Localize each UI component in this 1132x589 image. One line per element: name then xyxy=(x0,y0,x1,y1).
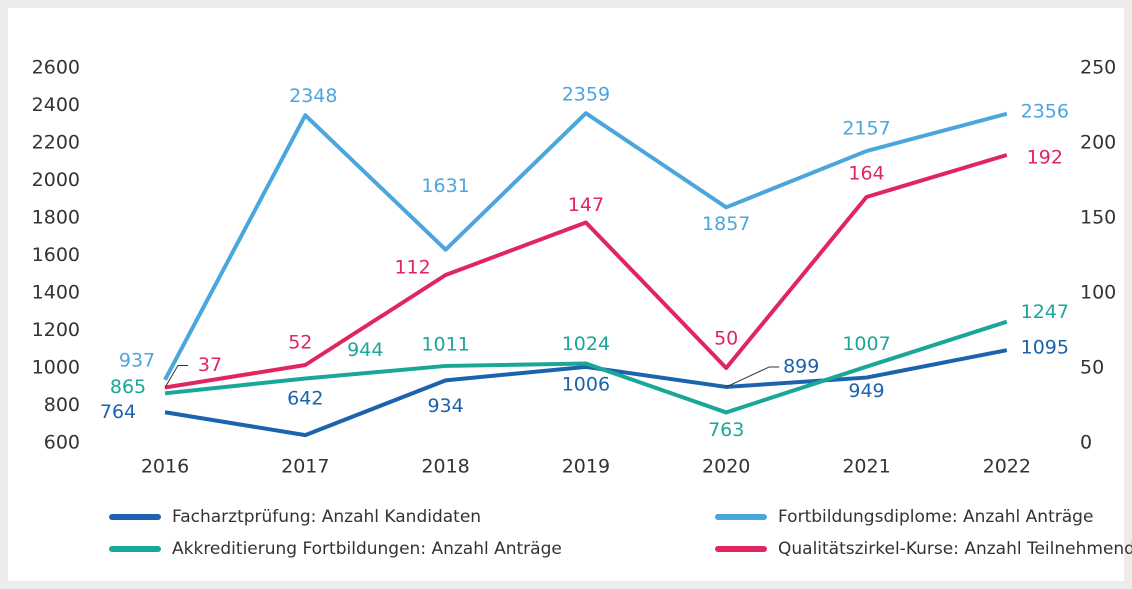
data-label: 934 xyxy=(427,395,463,417)
y2-tick-label: 200 xyxy=(1080,132,1116,154)
data-label: 2356 xyxy=(1021,100,1069,122)
x-tick-label: 2020 xyxy=(702,456,750,478)
chart-background xyxy=(8,8,1124,581)
x-tick-label: 2021 xyxy=(842,456,890,478)
y-tick-label: 2200 xyxy=(32,132,80,154)
y2-tick-label: 100 xyxy=(1080,282,1116,304)
data-label: 2359 xyxy=(562,84,610,106)
legend-label: Qualitätszirkel-Kurse: Anzahl Teilnehmen… xyxy=(778,539,1132,559)
y-tick-label: 1600 xyxy=(32,244,80,266)
data-label: 1631 xyxy=(421,175,469,197)
legend-label: Akkreditierung Fortbildungen: Anzahl Ant… xyxy=(172,539,562,559)
y-tick-label: 2600 xyxy=(32,57,80,79)
y-tick-label: 800 xyxy=(44,394,80,416)
data-label: 112 xyxy=(394,257,430,279)
leader-line xyxy=(164,365,188,388)
data-label: 865 xyxy=(110,376,146,398)
x-tick-label: 2019 xyxy=(562,456,610,478)
y2-tick-label: 50 xyxy=(1080,357,1104,379)
line xyxy=(164,348,1008,438)
line xyxy=(163,111,1008,381)
data-label: 1007 xyxy=(842,333,890,355)
line xyxy=(164,153,1008,390)
x-tick-label: 2016 xyxy=(141,456,189,478)
data-label: 1857 xyxy=(702,213,750,235)
y-tick-label: 600 xyxy=(44,432,80,454)
y-tick-label: 1800 xyxy=(32,207,80,229)
legend: Facharztprüfung: Anzahl Kandidaten Fortbi… xyxy=(109,507,1132,559)
data-label: 52 xyxy=(288,332,312,354)
data-label: 164 xyxy=(848,163,884,185)
y-tick-label: 2000 xyxy=(32,169,80,191)
y2-tick-label: 0 xyxy=(1080,432,1092,454)
data-label: 50 xyxy=(714,328,738,350)
legend-label: Fortbildungsdiplome: Anzahl Anträge xyxy=(778,507,1093,527)
data-label: 1247 xyxy=(1021,301,1069,323)
data-label: 37 xyxy=(198,354,222,376)
line xyxy=(164,319,1008,415)
data-label: 1006 xyxy=(562,373,610,395)
data-label: 763 xyxy=(708,419,744,441)
x-tick-label: 2017 xyxy=(281,456,329,478)
data-label: 2348 xyxy=(289,85,337,107)
data-label: 642 xyxy=(287,388,323,410)
y2-tick-label: 150 xyxy=(1080,207,1116,229)
y-tick-label: 1000 xyxy=(32,357,80,379)
x-tick-label: 2022 xyxy=(983,456,1031,478)
data-label: 764 xyxy=(100,401,136,423)
y2-tick-label: 250 xyxy=(1080,57,1116,79)
y-tick-label: 2400 xyxy=(32,94,80,116)
data-label: 899 xyxy=(783,355,819,377)
legend-label: Facharztprüfung: Anzahl Kandidaten xyxy=(172,507,481,527)
data-label: 1024 xyxy=(562,333,610,355)
data-label: 192 xyxy=(1027,147,1063,169)
y-tick-label: 1400 xyxy=(32,282,80,304)
leader-line xyxy=(725,366,780,388)
data-label: 2157 xyxy=(842,118,890,140)
x-tick-label: 2018 xyxy=(421,456,469,478)
data-label: 949 xyxy=(848,380,884,402)
data-label: 147 xyxy=(568,194,604,216)
data-label: 944 xyxy=(347,339,383,361)
y-tick-label: 1200 xyxy=(32,319,80,341)
data-label: 937 xyxy=(119,349,155,371)
data-label: 1011 xyxy=(421,333,469,355)
data-label: 1095 xyxy=(1021,337,1069,359)
